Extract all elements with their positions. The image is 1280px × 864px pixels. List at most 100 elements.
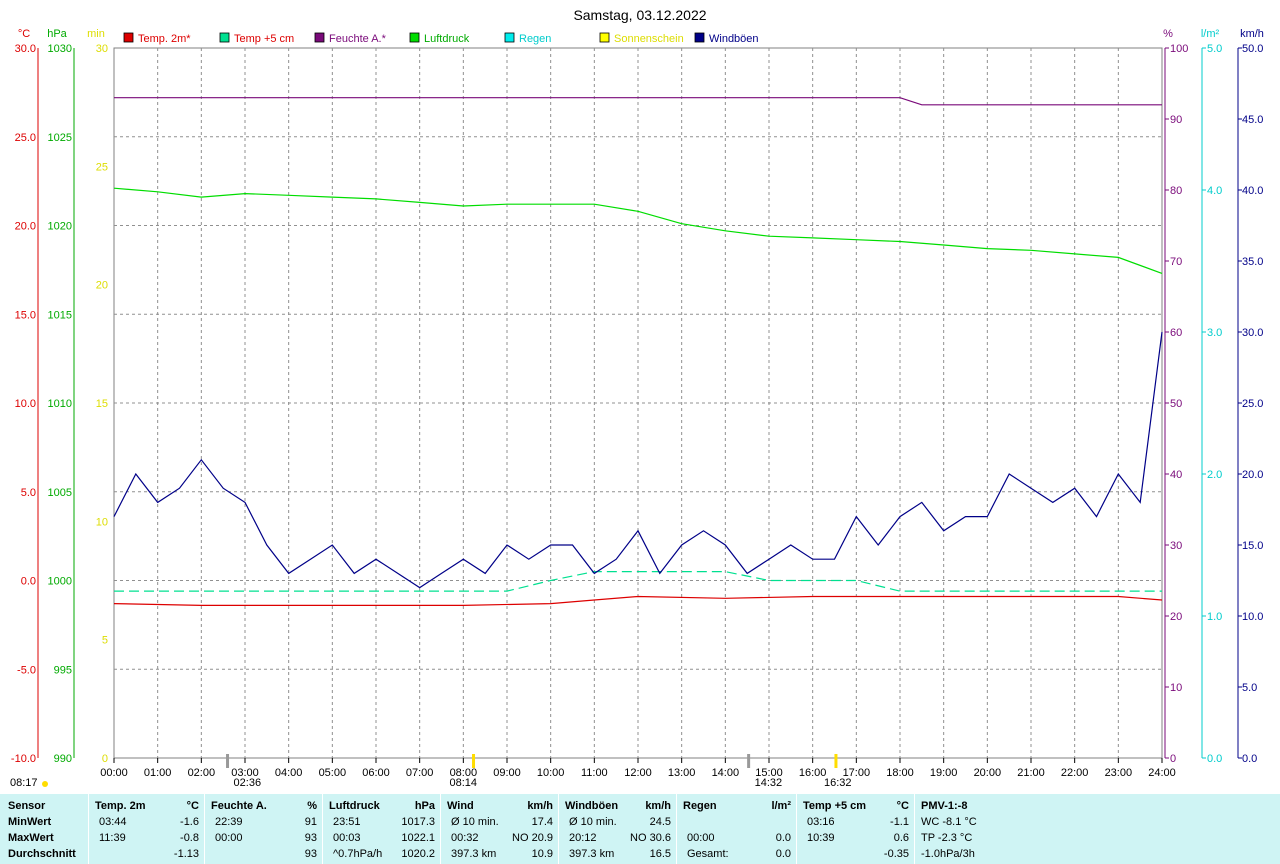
- stats-cell-time: Gesamt:: [687, 848, 729, 860]
- right-axis-tick-label: 20: [1170, 611, 1182, 623]
- stats-cell-time: 03:16: [807, 816, 835, 828]
- legend-label: Temp. 2m*: [138, 33, 191, 45]
- right-axis-tick-label: 20.0: [1242, 469, 1263, 481]
- axis-tick-label: 10.0: [15, 398, 36, 410]
- stats-cell-value: -1.1: [890, 816, 909, 828]
- stats-cell-value: 10.9: [531, 848, 553, 860]
- stats-cell-value: TP -2.3 °C: [921, 832, 973, 844]
- right-axis-tick-label: 4.0: [1207, 185, 1222, 197]
- x-tick-label: 18:00: [886, 767, 914, 779]
- stats-cell-time: 397.3 km: [569, 848, 615, 860]
- stats-unit: l/m²: [771, 800, 791, 812]
- legend-swatch: [219, 32, 230, 43]
- sunset-label: 16:32: [824, 777, 852, 789]
- minutes-tick-label: 30: [96, 43, 108, 55]
- minutes-tick-label: 15: [96, 398, 108, 410]
- stats-col-temp2m: Temp. 2m °C 03:44 -1.6 11:39 -0.8 -1.13: [88, 794, 205, 864]
- right-axis-tick-label: 100: [1170, 43, 1188, 55]
- legend-label: Luftdruck: [424, 33, 470, 45]
- stats-cell-time: ^0.7hPa/h: [333, 848, 383, 860]
- axis-tick-label: 1025: [48, 132, 72, 144]
- right-axis-tick-label: 10.0: [1242, 611, 1263, 623]
- x-tick-label: 12:00: [624, 767, 652, 779]
- chart-title: Samstag, 03.12.2022: [573, 7, 706, 23]
- stats-cell-value: 1017.3: [401, 816, 435, 828]
- x-tick-label: 05:00: [319, 767, 347, 779]
- axis-tick-label: 15.0: [15, 309, 36, 321]
- series-lines: [113, 97, 1163, 606]
- stats-header: Temp +5 cm: [803, 800, 867, 812]
- legend-label: Feuchte A.*: [329, 33, 387, 45]
- x-tick-label: 22:00: [1061, 767, 1089, 779]
- axis-tick-label: 990: [54, 753, 72, 765]
- right-axis-tick-label: 10: [1170, 682, 1182, 694]
- axis-tick-label: 1005: [48, 487, 72, 499]
- stats-cell-time: Ø 10 min.: [451, 816, 499, 828]
- right-axis-unit-label: %: [1163, 28, 1173, 40]
- stats-unit: %: [307, 800, 317, 812]
- x-tick-label: 03:00: [231, 767, 259, 779]
- stats-cell-value: 0.6: [893, 832, 909, 844]
- axis-tick-label: 1030: [48, 43, 72, 55]
- stats-cell-value: 91: [304, 816, 317, 828]
- x-tick-label: 10:00: [537, 767, 565, 779]
- sunrise-label: 08:17: [10, 777, 38, 789]
- stats-cell-value: 1020.2: [401, 848, 435, 860]
- series-line: [113, 331, 1163, 589]
- x-tick-label: 06:00: [362, 767, 390, 779]
- right-axis-tick-label: 70: [1170, 256, 1182, 268]
- stats-row-label: MinWert: [8, 816, 52, 828]
- axis-unit-label: hPa: [47, 28, 67, 40]
- stats-col-pmv: PMV-1:-8 WC -8.1 °C TP -2.3 °C -1.0hPa/3h: [914, 794, 1035, 864]
- stats-col-regen: Regen l/m² 00:00 0.0 Gesamt: 0.0: [676, 794, 797, 864]
- axis-tick-label: 1000: [48, 576, 72, 588]
- stats-unit: km/h: [645, 800, 671, 812]
- sun-icon: [42, 781, 48, 787]
- stats-unit: °C: [186, 800, 199, 812]
- stats-cell-value: NO 30.6: [630, 832, 671, 844]
- axes: 00:00 01:00 02:00 03:00 04:00 05:00 06:00 07:00…: [10, 28, 1264, 789]
- x-tick-label: 15:00: [755, 767, 783, 779]
- right-axis-tick-label: 60: [1170, 327, 1182, 339]
- stats-header-sensor: Sensor: [8, 800, 46, 812]
- legend-label: Sonnenschein: [614, 33, 684, 45]
- right-axis-tick-label: 0: [1170, 753, 1176, 765]
- stats-cell-value: 93: [304, 832, 317, 844]
- stats-header: Regen: [683, 800, 717, 812]
- x-tick-label: 11:00: [581, 767, 608, 779]
- stats-cell-value: 0.0: [775, 848, 791, 860]
- axis-tick-label: 1010: [48, 398, 72, 410]
- x-tick-label: 08:00: [450, 767, 478, 779]
- stats-cell-time: 397.3 km: [451, 848, 497, 860]
- axis-tick-label: 25.0: [15, 132, 36, 144]
- right-axis-tick-label: 50: [1170, 398, 1182, 410]
- right-axis-tick-label: 15.0: [1242, 540, 1263, 552]
- right-axis-tick-label: 0.0: [1207, 753, 1222, 765]
- minutes-tick-label: 20: [96, 280, 108, 292]
- axis-tick-label: 1015: [48, 309, 72, 321]
- stats-unit: °C: [896, 800, 909, 812]
- moonset-label: 02:36: [234, 777, 262, 789]
- stats-cell-value: -1.0hPa/3h: [921, 848, 975, 860]
- stats-cell-time: 22:39: [215, 816, 243, 828]
- series-line: [113, 187, 1163, 274]
- axis-tick-label: -5.0: [17, 664, 36, 676]
- stats-col-temp5cm: Temp +5 cm °C 03:16 -1.1 10:39 0.6 -0.35: [796, 794, 915, 864]
- x-tick-label: 14:00: [712, 767, 740, 779]
- series-line: [114, 97, 1162, 106]
- legend-swatch: [409, 32, 420, 43]
- x-tick-label: 13:00: [668, 767, 696, 779]
- x-tick-label: 23:00: [1105, 767, 1133, 779]
- x-tick-label: 09:00: [493, 767, 521, 779]
- series-line: [114, 571, 1162, 592]
- stats-cell-time: 00:00: [215, 832, 243, 844]
- stats-unit: hPa: [414, 800, 435, 812]
- minutes-tick-label: 0: [102, 753, 108, 765]
- sunrise-axis-label: 08:14: [450, 777, 478, 789]
- stats-cell-value: -0.35: [883, 848, 909, 860]
- stats-cell-time: 00:03: [333, 832, 361, 844]
- x-tick-label: 21:00: [1017, 767, 1045, 779]
- x-tick-label: 19:00: [930, 767, 958, 779]
- legend-swatch: [599, 32, 610, 43]
- axis-unit-label: °C: [18, 28, 30, 40]
